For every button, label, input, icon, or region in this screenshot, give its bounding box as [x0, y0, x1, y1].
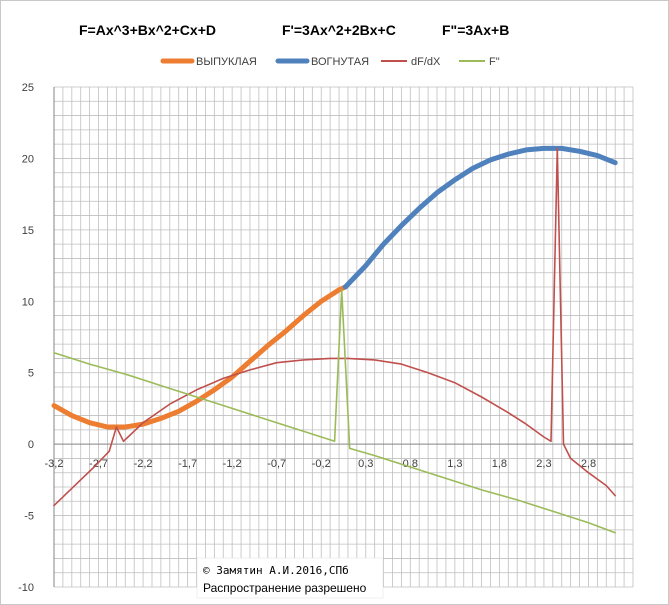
legend-label-convex: ВЫПУКЛАЯ: [196, 56, 257, 68]
series-layer: [51, 145, 618, 534]
y-tick-label: 25: [22, 82, 34, 94]
y-tick-label: 5: [28, 368, 34, 380]
legend: ВЫПУКЛАЯ ВОГНУТАЯ dF/dX F": [160, 56, 500, 68]
series-line-derivative: [53, 147, 617, 507]
x-tick-label: 0,8: [403, 458, 418, 470]
grid: [53, 86, 634, 588]
series-line-second-derivative: [53, 289, 617, 534]
y-tick-label: 15: [22, 225, 34, 237]
legend-label-second-derivative: F": [489, 56, 500, 68]
series-line-convex: [51, 284, 348, 430]
series-line-concave: [342, 145, 618, 290]
note-author: © Замятин А.И.2016,СПб: [203, 564, 349, 577]
x-axis-tick-labels: -3,2 -2,7 -2,2 -1,7 -1,2 -0,7 -0,2 0,3 0,8 1,3 1,8…: [45, 458, 597, 470]
x-tick-label: 1,8: [492, 458, 507, 470]
axes: [53, 87, 633, 587]
legend-label-derivative: dF/dX: [411, 56, 441, 68]
x-tick-label: -1,2: [223, 458, 242, 470]
x-tick-label: -1,7: [178, 458, 197, 470]
x-tick-label: 0,3: [358, 458, 373, 470]
x-tick-label: -2,2: [134, 458, 153, 470]
x-tick-label: -3,2: [45, 458, 64, 470]
formula-first-derivative: F'=3Ax^2+2Bx+C: [282, 22, 396, 38]
y-tick-label: 0: [28, 439, 34, 451]
note-license: Распространение разрешено: [203, 581, 367, 595]
y-tick-label: 10: [22, 296, 34, 308]
note-background: [196, 557, 384, 599]
formula-second-derivative: F"=3Ax+B: [442, 22, 509, 38]
legend-label-concave: ВОГНУТАЯ: [311, 56, 369, 68]
y-tick-label: -10: [18, 582, 34, 594]
x-tick-label: 1,3: [447, 458, 462, 470]
x-tick-label: 2,3: [536, 458, 551, 470]
y-axis-tick-labels: 25 20 15 10 5 0 -5 -10: [18, 82, 34, 594]
y-tick-label: -5: [24, 511, 34, 523]
x-tick-label: -0,2: [312, 458, 331, 470]
x-tick-label: 2,8: [581, 458, 596, 470]
y-tick-label: 20: [22, 153, 34, 165]
x-tick-label: -0,7: [267, 458, 286, 470]
copyright-note: © Замятин А.И.2016,СПб Распространение р…: [196, 557, 384, 599]
formula-f: F=Ax^3+Bx^2+Cx+D: [79, 22, 216, 38]
